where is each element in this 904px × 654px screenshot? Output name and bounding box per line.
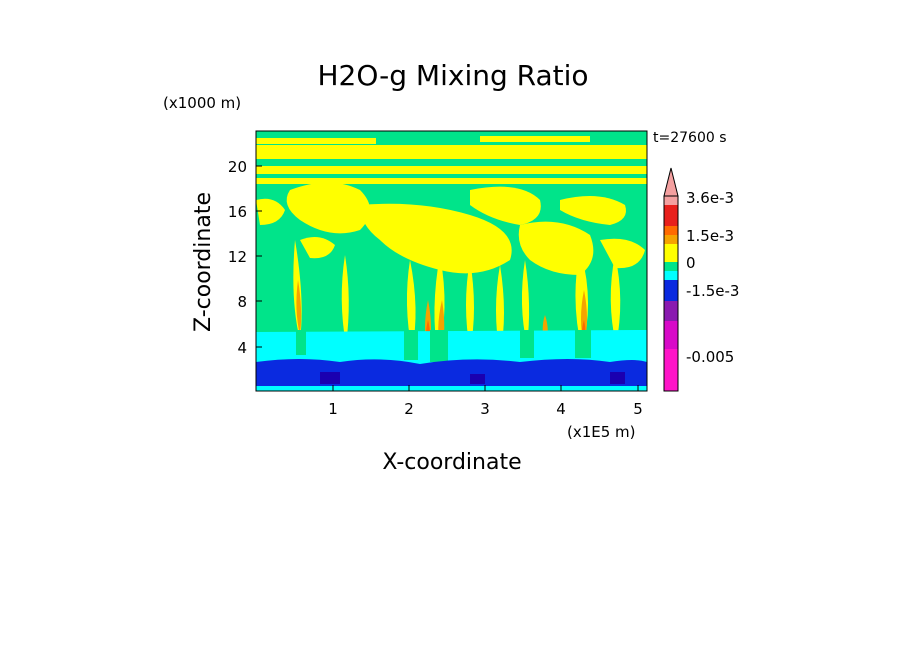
plot-frame xyxy=(255,130,648,392)
y-tick-label: 12 xyxy=(228,248,247,266)
x-tick-label: 2 xyxy=(404,400,414,418)
colorbar: 3.6e-3 1.5e-3 0 -1.5e-3 -0.005 xyxy=(663,167,739,392)
y-tick-label: 8 xyxy=(237,293,247,311)
x-axis: 1 2 3 4 5 xyxy=(328,385,643,418)
x-tick-label: 1 xyxy=(328,400,338,418)
chart-title: H2O-g Mixing Ratio xyxy=(317,59,588,92)
colorbar-label: 3.6e-3 xyxy=(686,189,734,207)
colorbar-swatch xyxy=(664,301,678,321)
colorbar-swatch xyxy=(664,226,678,235)
colorbar-swatch xyxy=(664,196,678,205)
colorbar-swatch xyxy=(664,321,678,349)
y-axis: 4 8 12 16 20 xyxy=(228,158,262,357)
y-axis-label: Z-coordinate xyxy=(191,192,216,332)
colorbar-swatch xyxy=(664,271,678,280)
colorbar-swatch xyxy=(664,244,678,253)
colorbar-swatch xyxy=(664,253,678,262)
x-axis-label: X-coordinate xyxy=(382,450,521,475)
plot-field xyxy=(256,131,647,391)
colorbar-swatch xyxy=(664,349,678,391)
x-tick-label: 3 xyxy=(480,400,490,418)
x-tick-label: 5 xyxy=(633,400,643,418)
colorbar-label: -1.5e-3 xyxy=(686,282,739,300)
time-label: t=27600 s xyxy=(653,130,727,146)
y-unit-label: (x1000 m) xyxy=(163,94,241,112)
colorbar-swatch xyxy=(664,235,678,244)
colorbar-label: 0 xyxy=(686,254,696,272)
y-tick-label: 16 xyxy=(228,203,247,221)
colorbar-label: -0.005 xyxy=(686,348,734,366)
colorbar-arrow xyxy=(663,167,679,197)
x-tick-label: 4 xyxy=(556,400,566,418)
colorbar-swatch xyxy=(664,262,678,271)
colorbar-swatch xyxy=(664,205,678,226)
y-tick-label: 20 xyxy=(228,158,247,176)
y-tick-label: 4 xyxy=(237,339,247,357)
x-unit-label: (x1E5 m) xyxy=(567,423,636,441)
colorbar-swatch xyxy=(664,280,678,301)
colorbar-label: 1.5e-3 xyxy=(686,227,734,245)
